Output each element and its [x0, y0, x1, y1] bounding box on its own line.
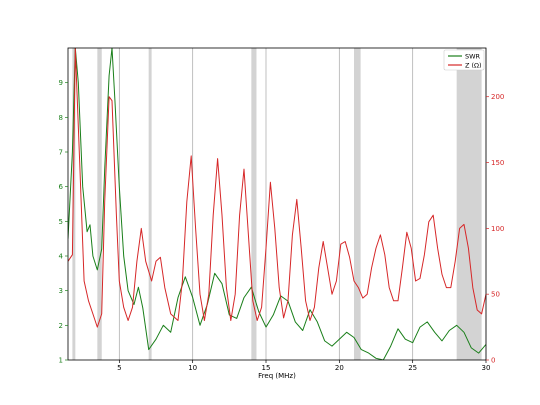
y-left-tick-label-6: 7: [59, 149, 63, 157]
y-left-tick-label-4: 5: [59, 218, 63, 226]
band-0: [72, 48, 76, 360]
x-tick-label-2: 15: [262, 364, 271, 372]
y-right-tick-label-0: 0: [491, 357, 495, 365]
plot-frame: [67, 47, 487, 361]
x-axis: 5 10 15 20 25 30: [117, 360, 490, 372]
y-axis-right: 0 50 100 150 200: [486, 93, 504, 365]
series-group: [68, 48, 486, 360]
legend-label-swr: SWR: [465, 53, 481, 61]
x-tick-label-1: 10: [188, 364, 197, 372]
y-left-tick-label-7: 8: [59, 114, 63, 122]
x-axis-title: Freq (MHz): [258, 372, 296, 380]
legend-label-z: Z (Ω): [465, 62, 482, 70]
series-line-swr: [68, 48, 486, 360]
band-5: [456, 48, 482, 360]
y-left-tick-label-2: 3: [59, 287, 63, 295]
x-tick-label-3: 20: [335, 364, 344, 372]
y-right-tick-label-4: 200: [491, 93, 504, 101]
y-left-tick-label-0: 1: [59, 357, 63, 365]
y-left-tick-label-3: 4: [59, 253, 64, 261]
band-1: [97, 48, 102, 360]
series-line-z: [68, 48, 486, 328]
plot-area: [67, 47, 487, 361]
band-3: [251, 48, 257, 360]
y-axis-left: 1 2 3 4 5 6 7 8 9: [59, 79, 68, 365]
x-tick-label-0: 5: [117, 364, 121, 372]
y-left-tick-label-1: 2: [59, 322, 63, 330]
legend: SWR Z (Ω): [443, 49, 485, 71]
band-2: [148, 48, 152, 360]
y-right-tick-label-1: 50: [491, 291, 500, 299]
y-right-tick-label-3: 150: [491, 159, 504, 167]
y-left-tick-label-8: 9: [59, 79, 63, 87]
plot-background: [68, 48, 486, 360]
x-tick-label-5: 30: [482, 364, 491, 372]
x-tick-label-4: 25: [408, 364, 417, 372]
y-left-tick-label-5: 6: [59, 183, 64, 191]
band-group: [72, 48, 482, 360]
y-right-tick-label-2: 100: [491, 225, 504, 233]
band-4: [354, 48, 361, 360]
